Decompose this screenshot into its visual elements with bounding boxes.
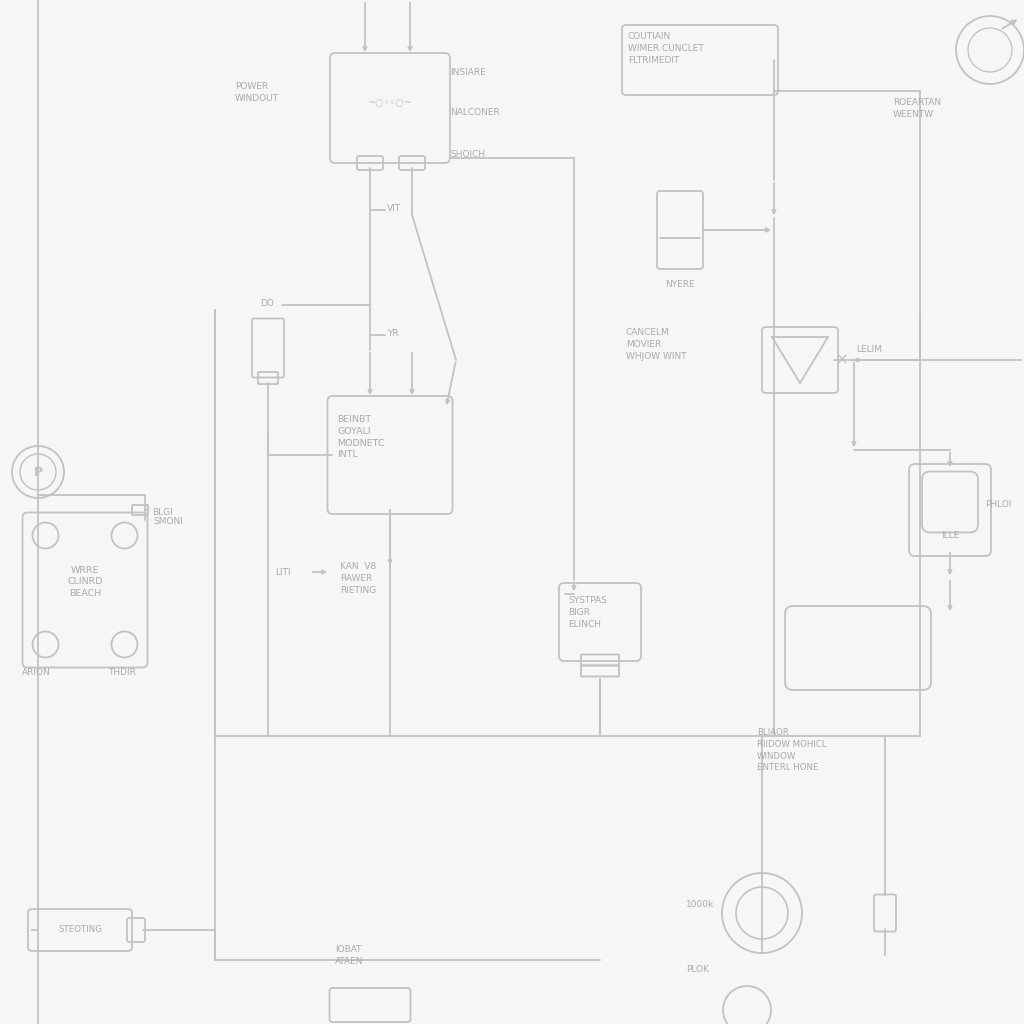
Text: 1000k: 1000k	[686, 900, 715, 909]
Text: PLOK: PLOK	[686, 965, 709, 974]
Text: CANCELM
MOVIER
WHJOW WINT: CANCELM MOVIER WHJOW WINT	[626, 328, 687, 360]
Text: IOBAT
ATAEN: IOBAT ATAEN	[335, 945, 364, 966]
Text: YR: YR	[387, 329, 398, 338]
Text: DO: DO	[260, 299, 274, 308]
Text: ROEARTAN
WEENTW: ROEARTAN WEENTW	[893, 98, 941, 119]
Text: KAN  V8
RAWER
RIETING: KAN V8 RAWER RIETING	[340, 562, 376, 595]
Text: VIT: VIT	[387, 204, 401, 213]
Text: BLGI: BLGI	[152, 508, 173, 517]
Text: ×: ×	[836, 352, 848, 368]
Text: COUTIAIN
WIMER CUNCLET
FLTRIMEDIT: COUTIAIN WIMER CUNCLET FLTRIMEDIT	[628, 32, 703, 65]
Text: SYSTPAS
BIGR
ELINCH: SYSTPAS BIGR ELINCH	[568, 596, 607, 629]
Text: POWER
WINDOUT: POWER WINDOUT	[234, 82, 279, 102]
Text: WRRE
CLINRD
BEACH: WRRE CLINRD BEACH	[68, 565, 102, 598]
Text: ILLE: ILLE	[941, 531, 959, 541]
Text: INSIARE: INSIARE	[450, 68, 485, 77]
Text: ~○◦◦○~: ~○◦◦○~	[368, 98, 413, 108]
Text: LITI: LITI	[275, 568, 291, 577]
Text: NALCONER: NALCONER	[450, 108, 500, 117]
Text: SMONI: SMONI	[153, 517, 183, 526]
Text: BLIAOR
RIIDOW MOHICL
WINDOW
ENTERL HONE: BLIAOR RIIDOW MOHICL WINDOW ENTERL HONE	[757, 728, 826, 772]
Text: ARION: ARION	[22, 668, 51, 677]
Text: BEINBT
GOYALI
MODNETC
INTL: BEINBT GOYALI MODNETC INTL	[337, 415, 384, 460]
Text: PHLOI: PHLOI	[985, 500, 1012, 509]
Text: NYERE: NYERE	[666, 280, 695, 289]
Text: THDIR: THDIR	[108, 668, 136, 677]
Text: P: P	[34, 466, 43, 478]
Text: STEOTING: STEOTING	[58, 926, 102, 935]
Text: LELIM: LELIM	[856, 345, 882, 354]
Text: SHOICH: SHOICH	[450, 150, 485, 159]
